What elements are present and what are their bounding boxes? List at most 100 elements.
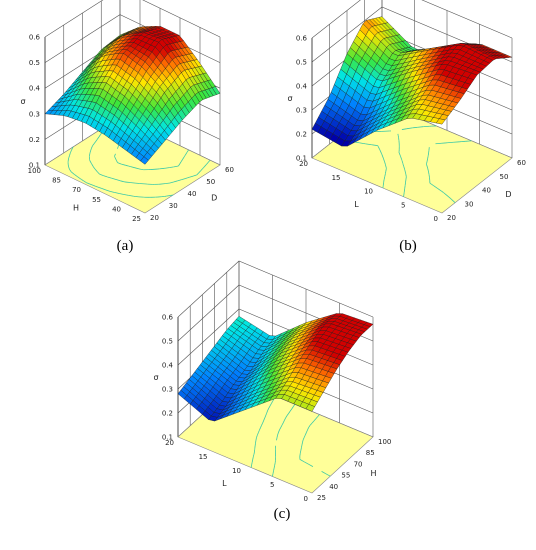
panel-label: (a) (117, 238, 134, 254)
contour-line (169, 166, 174, 169)
z-axis-label: σ (20, 97, 25, 106)
z-tick-label: 0.3 (296, 107, 307, 115)
contour-line (325, 473, 331, 477)
contour-line (284, 417, 286, 421)
contour-line (268, 405, 271, 409)
contour-line (282, 420, 285, 423)
contour-line (114, 192, 120, 194)
contour-line (279, 427, 282, 431)
contour-line (125, 194, 129, 196)
contour-line (448, 196, 451, 199)
panel-label: (c) (274, 506, 291, 522)
contour-line (383, 176, 386, 180)
contour-line (313, 418, 317, 421)
contour-line (68, 155, 70, 158)
contour-line (178, 163, 181, 167)
y-axis-label: D (211, 194, 217, 203)
contour-line (365, 143, 372, 146)
y-tick-label: 20 (447, 214, 456, 222)
contour-line (276, 435, 278, 438)
x-tick-label: 10 (364, 188, 373, 196)
x-axis-label: L (354, 200, 359, 209)
contour-line (405, 174, 407, 177)
contour-line (130, 166, 135, 169)
z-tick-label: 0.2 (29, 136, 40, 144)
contour-line (97, 172, 100, 175)
contour-line (384, 162, 386, 166)
contour-line (97, 136, 100, 140)
x-tick-label: 25 (132, 215, 141, 223)
contour-line (251, 462, 253, 465)
contour-line (183, 155, 186, 158)
contour-line (285, 415, 288, 419)
contour-line (441, 190, 444, 193)
x-tick-label: 0 (434, 215, 438, 223)
z-tick-label: 0.3 (162, 386, 173, 394)
contour-line (69, 153, 71, 156)
contour-line (182, 156, 185, 160)
z-tick-label: 0.6 (29, 34, 41, 42)
contour-line (251, 459, 254, 463)
contour-line (198, 170, 201, 174)
contour-line (68, 167, 70, 170)
contour-line (291, 406, 294, 410)
contour-line (260, 425, 262, 428)
contour-line (281, 423, 283, 426)
wall-grid-line (177, 260, 374, 318)
contour-line (277, 432, 279, 436)
contour-line (79, 178, 82, 180)
y-axis-label: H (371, 469, 377, 478)
z-tick-label: 0.6 (162, 314, 174, 322)
contour-line (95, 139, 98, 142)
contour-line (120, 180, 124, 182)
y-tick-label: 60 (517, 159, 526, 167)
contour-line (398, 152, 401, 157)
contour-line (303, 435, 306, 438)
contour-line (304, 461, 309, 465)
contour-line (81, 179, 84, 181)
contour-line (266, 410, 269, 414)
contour-line (261, 423, 263, 426)
contour-line (95, 185, 99, 188)
contour-line (165, 182, 171, 184)
contour-line (206, 162, 209, 165)
contour-line (187, 176, 190, 179)
contour-line (96, 171, 99, 173)
contour-line (97, 186, 103, 189)
contour-line (115, 160, 118, 163)
contour-line (274, 462, 276, 466)
contour-line (99, 173, 104, 177)
contour-line (70, 148, 73, 151)
contour-line (292, 404, 296, 407)
contour-line (404, 169, 407, 174)
contour-line (166, 195, 171, 197)
y-tick-label: 60 (225, 166, 234, 174)
contour-line (317, 414, 320, 418)
z-tick-label: 0.4 (162, 362, 174, 370)
contour-line (207, 159, 211, 163)
contour-line (181, 178, 186, 181)
y-tick-label: 20 (150, 214, 159, 222)
x-tick-label: 5 (401, 201, 405, 209)
contour-line (282, 422, 284, 425)
x-tick-label: 20 (299, 160, 308, 168)
contour-line (307, 427, 309, 431)
contour-line (107, 176, 112, 179)
contour-line (253, 451, 255, 455)
contour-line (185, 152, 188, 155)
contour-line (302, 439, 304, 443)
y-axis-label: D (505, 190, 511, 199)
contour-line (204, 164, 207, 167)
contour-line (76, 176, 81, 179)
contour-line (309, 422, 313, 426)
y-tick-label: 40 (188, 190, 197, 198)
contour-line (377, 145, 379, 147)
surface-cell (177, 389, 188, 400)
contour-line (114, 156, 117, 160)
contour-line (86, 182, 91, 185)
y-tick-label: 85 (366, 449, 375, 457)
x-tick-label: 55 (92, 196, 101, 204)
contour-line (90, 148, 92, 152)
contour-line (200, 168, 203, 172)
